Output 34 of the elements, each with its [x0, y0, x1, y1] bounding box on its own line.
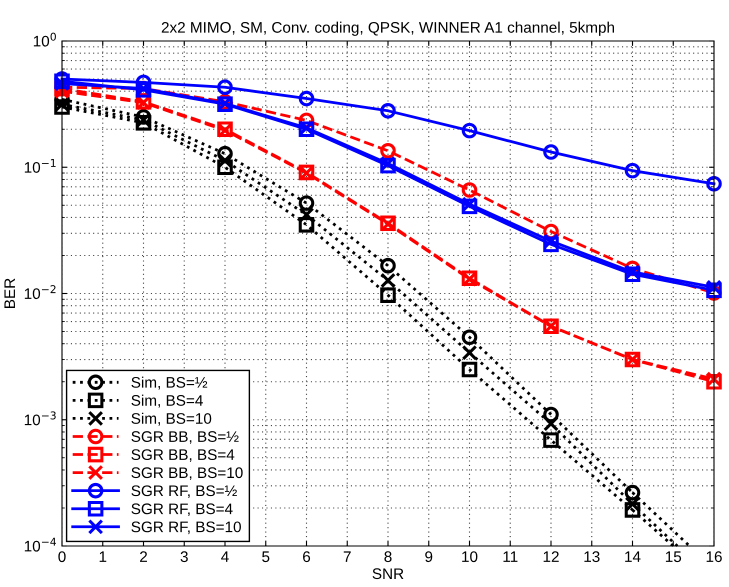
legend-label: SGR RF, BS=4: [131, 503, 233, 516]
x-tick-label: 5: [262, 551, 270, 562]
x-tick-label: 7: [344, 551, 351, 562]
x-tick-label: 1: [100, 551, 106, 562]
legend-label: SGR BB, BS=10: [131, 467, 243, 480]
x-tick-label: 9: [425, 551, 432, 562]
x-tick-label: 13: [584, 551, 600, 562]
legend-label: SGR BB, BS=4: [131, 449, 234, 462]
x-tick-label: 12: [544, 551, 559, 562]
x-tick-label: 8: [384, 551, 392, 562]
x-tick-label: 10: [462, 551, 478, 562]
x-tick-label: 3: [180, 551, 188, 562]
legend-label: SGR RF, BS=½: [131, 485, 237, 498]
y-tick-label: 10$^{−4}$: [24, 538, 56, 552]
chart-title: 2x2 MIMO, SM, Conv. coding, QPSK, WINNER A1 channel, 5kmph: [162, 22, 614, 36]
x-tick-label: 6: [303, 551, 310, 562]
x-tick-label: 4: [221, 551, 229, 562]
legend-label: Sim, BS=4: [131, 394, 203, 408]
y-tick-label: 10$^{−1}$: [24, 159, 56, 173]
y-tick-label: 10$^{−3}$: [24, 411, 56, 426]
legend-label: SGR RF, BS=10: [131, 521, 241, 534]
x-tick-label: 2: [140, 551, 147, 562]
x-axis-title: SNR: [372, 568, 404, 580]
legend-label: Sim, BS=½: [131, 376, 208, 390]
legend-label: SGR BB, BS=½: [131, 431, 239, 444]
x-tick-label: 11: [503, 551, 518, 562]
y-tick-label: 10$^{−2}$: [24, 285, 56, 300]
legend-label: Sim, BS=10: [131, 412, 212, 426]
x-tick-label: 16: [706, 551, 722, 562]
x-tick-label: 0: [58, 551, 66, 562]
y-axis-title: BER: [4, 278, 15, 308]
x-tick-label: 14: [625, 551, 641, 562]
y-tick-label: 10$^{0}$: [34, 32, 56, 47]
x-tick-label: 15: [666, 551, 682, 562]
